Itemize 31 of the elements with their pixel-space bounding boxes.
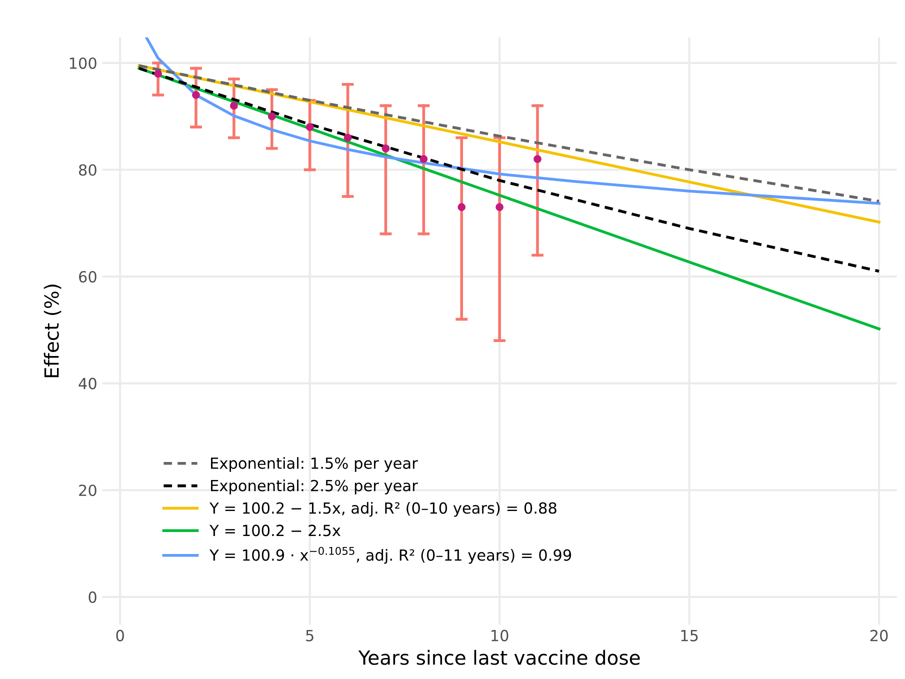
point [382,144,390,152]
x-tick-label: 20 [870,630,888,642]
x-tick-label: 15 [681,630,698,642]
point [458,203,466,212]
point [268,112,276,120]
point [306,123,314,131]
y-tick-label: 0 [88,591,96,603]
y-axis-title: Effect (%) [44,284,62,378]
y-tick-label: 60 [79,271,96,283]
legend-label: Y = 100.2 − 1.5x, adj. R² (0–10 years) = 0.88 [209,502,556,517]
y-tick-label: 20 [79,484,96,496]
legend-label: Exponential: 1.5% per year [211,457,418,472]
legend-label: Exponential: 2.5% per year [211,480,418,494]
point [534,155,542,164]
y-tick-label: 80 [79,164,96,176]
point [420,155,428,164]
x-tick-label: 5 [306,630,314,642]
y-tick-label: 40 [78,378,96,390]
legend-label: Y = 100.2 − 2.5x [209,524,340,536]
x-axis-title: Years since last vaccine dose [358,650,640,665]
line-series [145,37,880,205]
point [496,203,504,212]
point [154,70,162,78]
point [344,134,352,142]
x-tick-label: 0 [116,630,124,642]
line-series [138,66,880,273]
y-tick-label: 100 [70,57,96,69]
x-tick-label: 10 [492,630,508,642]
point [192,91,200,99]
point [230,102,238,110]
legend-label: Y = 100.9 · x$^{−0.1055}$, adj. R² (0–11 years) = 0.99 [209,546,572,564]
